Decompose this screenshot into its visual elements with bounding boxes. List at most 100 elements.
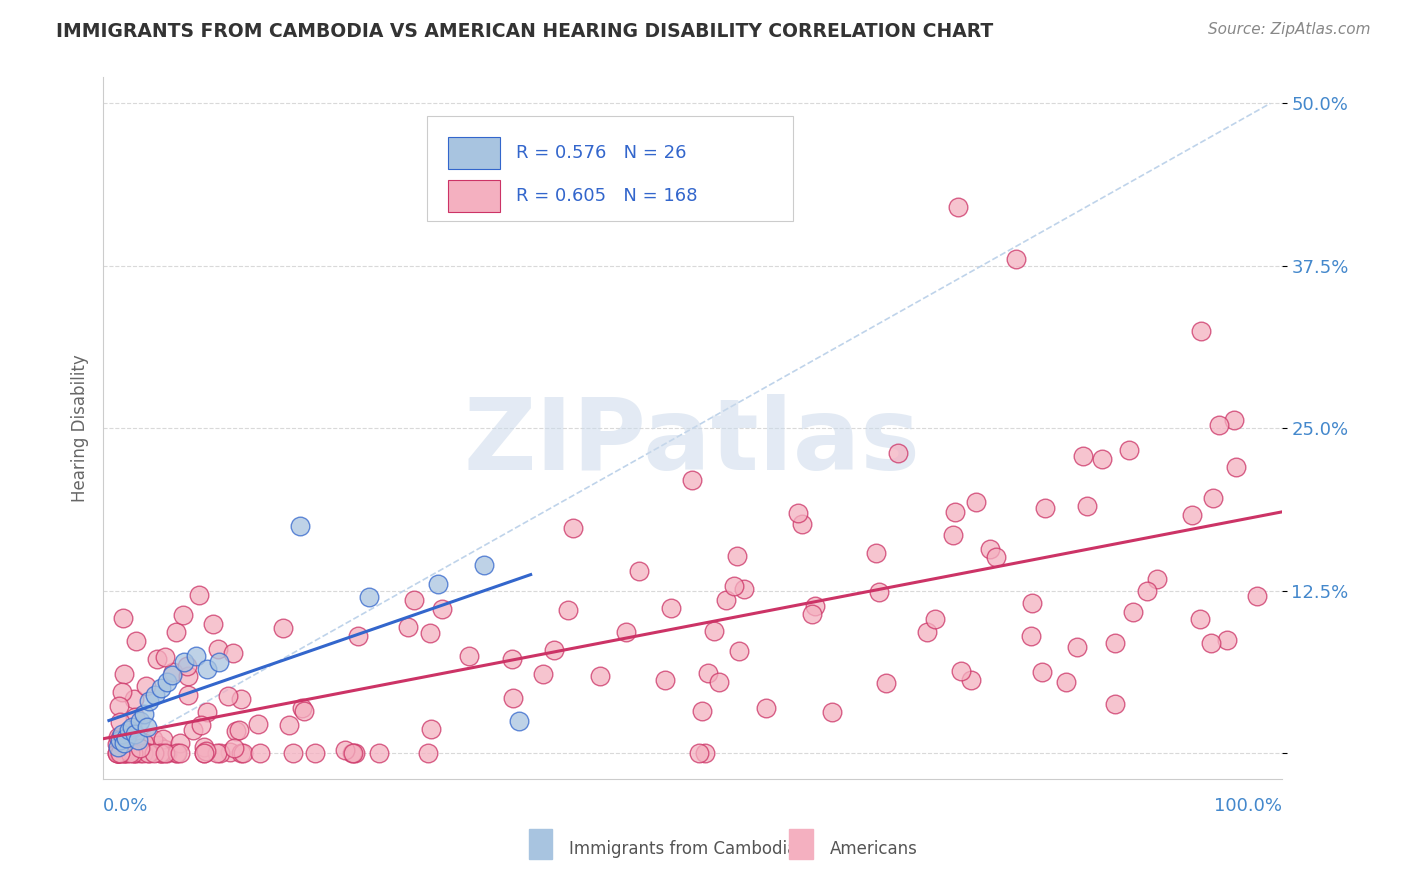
Point: [709, 674, 731, 689]
Point: [589, 669, 612, 683]
Point: [703, 624, 725, 639]
Point: [181, 723, 204, 737]
Point: [162, 665, 184, 679]
Point: [1033, 501, 1056, 516]
Point: [787, 507, 810, 521]
Point: [132, 747, 155, 761]
Point: [117, 735, 139, 749]
Point: [152, 732, 174, 747]
Point: [177, 688, 200, 702]
Point: [1066, 640, 1088, 654]
Point: [419, 625, 441, 640]
Point: [420, 722, 443, 736]
Point: [111, 684, 134, 698]
Point: [291, 701, 314, 715]
Point: [430, 602, 453, 616]
Point: [531, 666, 554, 681]
FancyBboxPatch shape: [449, 136, 501, 169]
Point: [820, 705, 842, 719]
Text: R = 0.605   N = 168: R = 0.605 N = 168: [516, 187, 697, 205]
Point: [232, 747, 254, 761]
Point: [208, 656, 231, 670]
Point: [124, 710, 146, 724]
Point: [148, 738, 170, 752]
Point: [195, 662, 218, 676]
Point: [278, 717, 301, 731]
Point: [114, 747, 136, 761]
Point: [165, 624, 187, 639]
Point: [357, 591, 380, 605]
Point: [965, 495, 987, 509]
Point: [943, 505, 966, 519]
Point: [727, 549, 749, 563]
Point: [979, 541, 1001, 556]
Point: [125, 633, 148, 648]
Point: [1071, 449, 1094, 463]
Point: [347, 629, 370, 643]
Point: [887, 446, 910, 460]
Point: [136, 747, 159, 761]
Point: [105, 747, 128, 761]
Point: [188, 588, 211, 602]
Point: [543, 643, 565, 657]
Point: [416, 747, 439, 761]
Point: [1208, 417, 1230, 432]
Point: [1031, 665, 1053, 679]
Point: [304, 747, 326, 761]
Point: [340, 747, 363, 761]
Point: [117, 723, 139, 737]
Point: [801, 607, 824, 622]
Point: [984, 549, 1007, 564]
Point: [288, 519, 311, 533]
Point: [153, 649, 176, 664]
Point: [115, 731, 138, 745]
Point: [138, 747, 160, 761]
Point: [110, 733, 132, 747]
Point: [562, 521, 585, 535]
Point: [165, 747, 187, 761]
Point: [1019, 629, 1042, 643]
Point: [217, 689, 239, 703]
Point: [249, 747, 271, 761]
Point: [396, 620, 419, 634]
Point: [117, 726, 139, 740]
Point: [105, 747, 128, 761]
Point: [229, 692, 252, 706]
Point: [727, 644, 749, 658]
Point: [124, 747, 146, 761]
Point: [107, 747, 129, 761]
Point: [219, 745, 242, 759]
Point: [132, 707, 155, 722]
Point: [271, 621, 294, 635]
Y-axis label: Hearing Disability: Hearing Disability: [72, 354, 89, 502]
Point: [1181, 508, 1204, 522]
Point: [924, 612, 946, 626]
Point: [124, 747, 146, 761]
Point: [875, 676, 897, 690]
Point: [246, 716, 269, 731]
Point: [153, 742, 176, 756]
Point: [1076, 499, 1098, 513]
Point: [1005, 252, 1028, 267]
Point: [156, 747, 179, 761]
Point: [112, 666, 135, 681]
Point: [457, 649, 479, 664]
Point: [628, 564, 651, 578]
FancyBboxPatch shape: [449, 180, 501, 212]
Text: Immigrants from Cambodia: Immigrants from Cambodia: [569, 840, 797, 858]
Point: [1122, 605, 1144, 619]
Point: [1104, 698, 1126, 712]
Point: [1225, 460, 1247, 475]
Point: [1189, 324, 1212, 338]
Point: [107, 731, 129, 745]
Point: [110, 727, 132, 741]
Point: [107, 747, 129, 761]
Point: [681, 474, 703, 488]
Point: [120, 747, 142, 761]
Point: [127, 733, 149, 747]
Point: [146, 651, 169, 665]
Point: [1215, 633, 1237, 648]
Text: ZIPatlas: ZIPatlas: [464, 394, 921, 491]
Point: [915, 625, 938, 640]
Point: [723, 579, 745, 593]
